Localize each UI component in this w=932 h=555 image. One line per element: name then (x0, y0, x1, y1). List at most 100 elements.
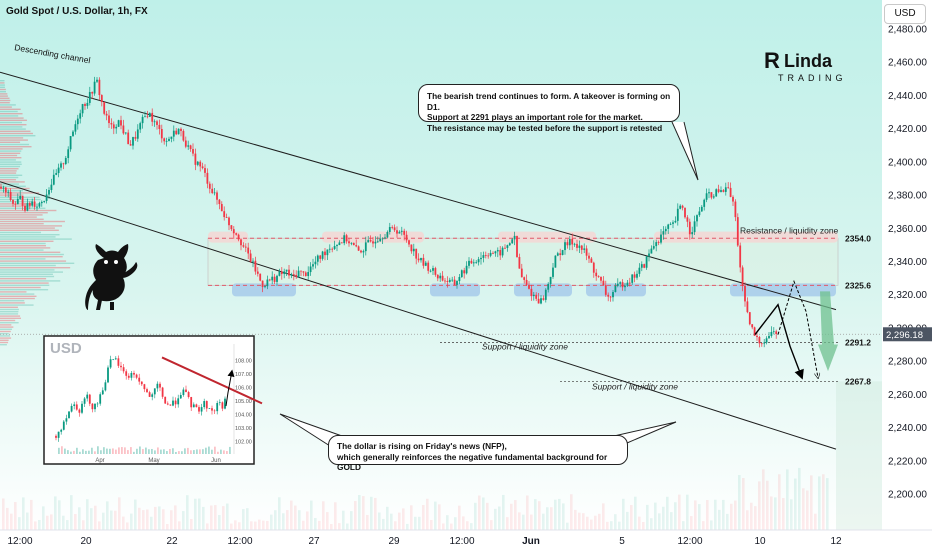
volume-bar (758, 481, 761, 530)
inset-candle-body (104, 382, 107, 391)
candle-body (643, 264, 646, 268)
candle-body (465, 265, 468, 274)
inset-candle-body (216, 403, 219, 412)
inset-volume-bar (214, 446, 216, 454)
volume-bar (234, 520, 237, 530)
candle-body (403, 230, 406, 235)
candle-body (496, 250, 499, 252)
inset-volume-bar (190, 450, 192, 454)
volume-bar (734, 500, 737, 530)
volume-bar (558, 498, 561, 530)
candle-body (69, 136, 72, 150)
x-tick-label: 27 (308, 536, 320, 547)
level-label: 2354.0 (845, 233, 871, 243)
volume-bar (466, 521, 469, 530)
candle-body (386, 231, 389, 238)
volume-profile-bar (0, 260, 67, 262)
candle-body (134, 137, 137, 139)
candle-body (408, 240, 410, 245)
lower-support-area (836, 381, 882, 530)
volume-bar (438, 504, 441, 530)
candle-body (91, 91, 94, 94)
inset-candle-body (138, 377, 141, 382)
candle-body (230, 225, 233, 230)
candle-body (458, 276, 461, 282)
candle-body (667, 224, 670, 229)
candle-body (484, 255, 487, 256)
volume-profile-bar (0, 337, 12, 339)
inset-candle-body (156, 383, 159, 389)
candle-body (235, 233, 238, 235)
inset-candle-body (117, 358, 120, 366)
candle-body (273, 276, 276, 282)
inset-x-label: Jun (211, 458, 221, 464)
candle-body (232, 229, 235, 234)
x-axis[interactable]: 12:00 20 22 12:00 27 29 12:00 Jun 5 12:00 10 12 (7, 536, 842, 547)
volume-profile-bar (0, 302, 25, 304)
candle-body (525, 279, 528, 285)
inset-candle-body (179, 395, 182, 399)
logo-sub: TRADING (778, 73, 847, 83)
inset-candle-body (211, 408, 213, 411)
volume-profile-bar (0, 187, 30, 190)
volume-bar (582, 513, 585, 530)
forecast-paths (279, 121, 838, 447)
candle-body (38, 203, 41, 207)
volume-bar (374, 497, 377, 530)
volume-profile-bar (0, 249, 44, 251)
candle-body (285, 269, 288, 272)
volume-profile-bar (0, 220, 65, 223)
inset-candle-body (174, 400, 177, 405)
candle-body (240, 239, 242, 246)
volume-bar (206, 523, 209, 530)
inset-candle-body (159, 383, 161, 388)
volume-bar (774, 497, 777, 530)
candle-body (247, 247, 250, 254)
candle-body (304, 272, 307, 276)
candle-body (381, 238, 384, 240)
current-price-label: 2,296.18 (883, 327, 932, 342)
volume-bar (414, 516, 417, 530)
volume-bar (46, 515, 49, 530)
inset-candle-body (125, 371, 128, 376)
candle-body (710, 192, 713, 198)
volume-profile-bar (0, 245, 46, 247)
candle-body (331, 248, 334, 250)
candle-body (592, 262, 595, 273)
volume-bar (142, 510, 145, 530)
candle-body (564, 242, 566, 251)
inset-candle-body (114, 358, 117, 360)
volume-profile-bar (0, 88, 6, 91)
candle-body (204, 168, 206, 173)
candle-body (96, 79, 98, 82)
candle-body (542, 298, 545, 300)
inset-candle-body (135, 374, 138, 378)
volume-bar (710, 520, 713, 530)
bubble-top-line-3: The resistance may be tested before the … (427, 122, 663, 133)
candle-body (650, 248, 653, 254)
volume-bar (114, 510, 117, 530)
volume-profile-bar (0, 282, 49, 284)
volume-profile-bar (0, 242, 46, 245)
volume-bar (546, 507, 549, 530)
currency-button[interactable]: USD (884, 4, 926, 24)
volume-profile-bar (0, 146, 32, 148)
volume-profile-bar (0, 163, 22, 165)
candle-body (609, 296, 612, 298)
candle-body (472, 262, 475, 264)
inset-volume-bar (151, 448, 153, 454)
y-axis[interactable]: 2,200.00 2,220.00 2,240.00 2,260.00 2,280.00… (888, 25, 927, 501)
candle-body (24, 205, 26, 211)
inset-y-label: 106.00 (235, 386, 252, 392)
usd-inset-chart: USD 102.00 103.00 104.00 105.00 106.00 107.00… (43, 335, 263, 465)
candle-body (698, 211, 701, 216)
bubble-bottom-line-2: which generally reinforces the negative … (337, 451, 608, 473)
volume-bar (50, 514, 53, 530)
candle-body (21, 195, 24, 206)
candle-body (278, 271, 281, 276)
volume-profile-bar (0, 229, 59, 231)
volume-profile-bar (0, 300, 25, 302)
volume-bar (66, 520, 69, 530)
inset-y-label: 107.00 (235, 372, 252, 378)
